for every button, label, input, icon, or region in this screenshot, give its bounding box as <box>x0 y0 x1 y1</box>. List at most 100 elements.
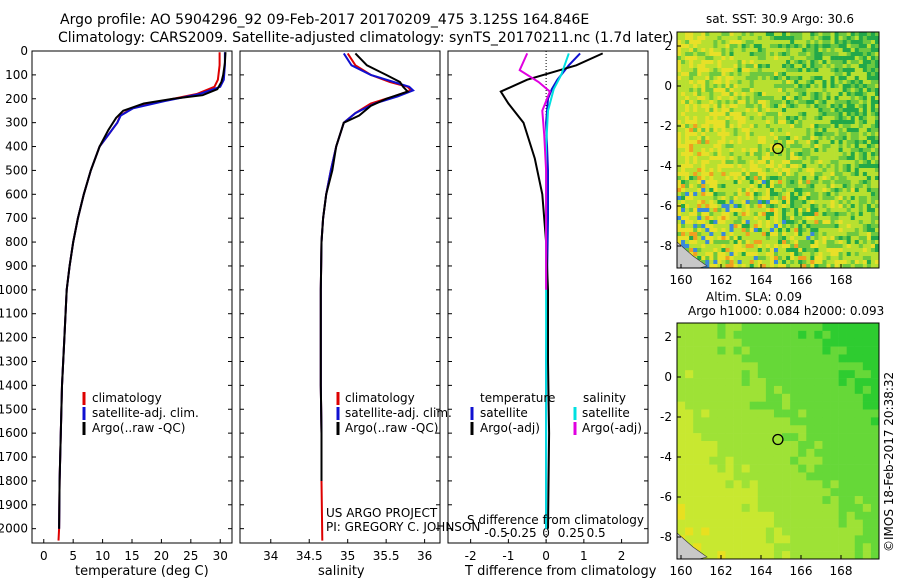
map-cell <box>677 346 686 355</box>
map-cell <box>761 132 767 137</box>
map-cell <box>854 60 860 65</box>
map-cell <box>802 172 807 177</box>
map-cell <box>786 116 791 121</box>
map-cell <box>854 256 860 261</box>
map-cell <box>725 385 734 395</box>
map-cell <box>697 32 702 37</box>
map-cell <box>737 148 742 153</box>
map-cell <box>729 84 734 89</box>
map-cell <box>689 64 694 69</box>
map-cell <box>838 503 847 513</box>
map-cell <box>822 56 827 61</box>
map-cell <box>701 188 706 193</box>
map-cell <box>798 212 803 217</box>
map-cell <box>729 176 734 181</box>
map-cell <box>689 88 694 93</box>
map-cell <box>870 196 876 201</box>
map-cell <box>782 72 787 77</box>
map-cell <box>685 140 690 145</box>
map-cell <box>765 511 775 520</box>
map-cell <box>749 441 759 450</box>
map-cell <box>794 132 799 137</box>
map-cell <box>806 264 811 269</box>
map-cell <box>862 535 872 544</box>
map-cell <box>830 152 835 157</box>
map-cell <box>677 64 682 69</box>
map-cell <box>737 108 742 113</box>
map-cell <box>830 260 835 265</box>
map-cell <box>814 338 823 347</box>
map-cell <box>765 96 771 101</box>
map-cell <box>798 228 803 233</box>
map-cell <box>729 64 734 69</box>
map-cell <box>822 240 827 245</box>
map-cell <box>854 496 864 505</box>
map-cell <box>765 401 775 410</box>
depth-tick-label: 400 <box>5 140 28 154</box>
map-cell <box>858 204 864 209</box>
map-cell <box>814 378 823 387</box>
map-cell <box>790 152 795 157</box>
map-cell <box>765 52 771 57</box>
x-tick-label: 0 <box>40 549 48 563</box>
map-cell <box>705 164 710 169</box>
map-cell <box>765 330 775 340</box>
map-cell <box>705 68 710 73</box>
map-cell <box>689 240 694 245</box>
map-cell <box>782 224 787 229</box>
map-cell <box>870 370 880 379</box>
map-cell <box>822 216 827 221</box>
map-cell <box>709 256 714 261</box>
map-cell <box>810 188 815 193</box>
map-cell <box>834 200 839 205</box>
difference-legend: temperature salinity satellite Argo(-adj… <box>470 391 642 435</box>
map-cell <box>790 40 795 45</box>
map-cell <box>802 220 807 225</box>
map-cell <box>810 136 815 141</box>
map-cell <box>733 503 742 513</box>
map-cell <box>749 88 755 93</box>
map-cell <box>693 527 702 536</box>
map-cell <box>753 116 759 121</box>
map-cell <box>830 264 835 269</box>
map-cell <box>753 84 759 89</box>
map-cell <box>830 535 839 544</box>
map-cell <box>717 116 722 121</box>
map-cell <box>725 417 734 426</box>
map-cell <box>782 52 787 57</box>
map-cell <box>782 112 787 117</box>
map-cell <box>705 224 710 229</box>
map-cell <box>786 236 791 241</box>
map-cell <box>838 232 843 237</box>
map-cell <box>802 188 807 193</box>
map-cell <box>846 180 852 185</box>
map-cell <box>862 216 868 221</box>
map-cell <box>862 44 868 49</box>
map-cell <box>834 160 839 165</box>
map-cell <box>854 212 860 217</box>
map-cell <box>725 72 730 77</box>
map-cell <box>745 108 751 113</box>
map-cell <box>870 488 880 497</box>
map-cell <box>786 60 791 65</box>
map-cell <box>782 84 787 89</box>
map-cell <box>842 204 847 209</box>
map-cell <box>866 52 872 57</box>
map-cell <box>749 496 759 505</box>
map-cell <box>794 196 799 201</box>
map-cell <box>713 64 718 69</box>
map-cell <box>689 172 694 177</box>
map-cell <box>790 248 795 253</box>
map-cell <box>814 192 819 197</box>
map-cell <box>677 503 686 513</box>
map-cell <box>866 260 872 265</box>
series-line-climatology <box>57 52 221 541</box>
map-cell <box>741 108 746 113</box>
map-cell <box>701 232 706 237</box>
map-cell <box>761 228 767 233</box>
map-cell <box>846 104 852 109</box>
map-cell <box>749 172 755 177</box>
map-cell <box>814 128 819 133</box>
map-cell <box>701 92 706 97</box>
map-cell <box>693 40 698 45</box>
